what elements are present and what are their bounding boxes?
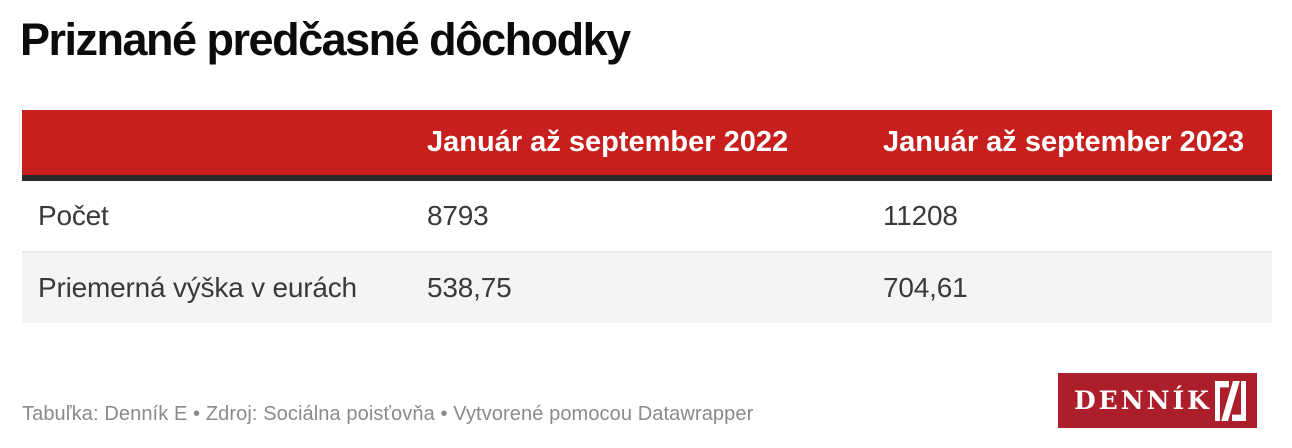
chart-title: Priznané predčasné dôchodky bbox=[20, 14, 631, 65]
cell-pocet-2022: 8793 bbox=[427, 200, 489, 231]
dennik-n-logo-text: DENNÍK bbox=[1074, 386, 1212, 415]
row-label: Priemerná výška v eurách bbox=[22, 251, 427, 323]
table-row-priemerna-vyska: Priemerná výška v eurách 538,75 704,61 bbox=[22, 251, 1272, 323]
column-header-2023: Január až september 2023 bbox=[883, 110, 1272, 181]
row-label: Počet bbox=[38, 200, 109, 231]
data-table: Január až september 2022 Január až septe… bbox=[22, 110, 1272, 323]
cell-pocet-2023: 11208 bbox=[883, 200, 958, 231]
dennik-n-logo[interactable]: DENNÍK bbox=[1058, 373, 1257, 428]
cell-vyska-2023: 704,61 bbox=[883, 251, 1272, 323]
header-row: Január až september 2022 Január až septe… bbox=[22, 110, 1272, 181]
column-header-empty bbox=[22, 110, 427, 181]
cell-vyska-2022: 538,75 bbox=[427, 251, 883, 323]
footer-attribution: Tabuľka: Denník E • Zdroj: Sociálna pois… bbox=[22, 403, 754, 425]
table-row-pocet: Počet 8793 11208 bbox=[22, 178, 1272, 252]
column-header-2022: Január až september 2022 bbox=[427, 110, 883, 181]
dennik-n-monogram-icon bbox=[1215, 380, 1246, 421]
